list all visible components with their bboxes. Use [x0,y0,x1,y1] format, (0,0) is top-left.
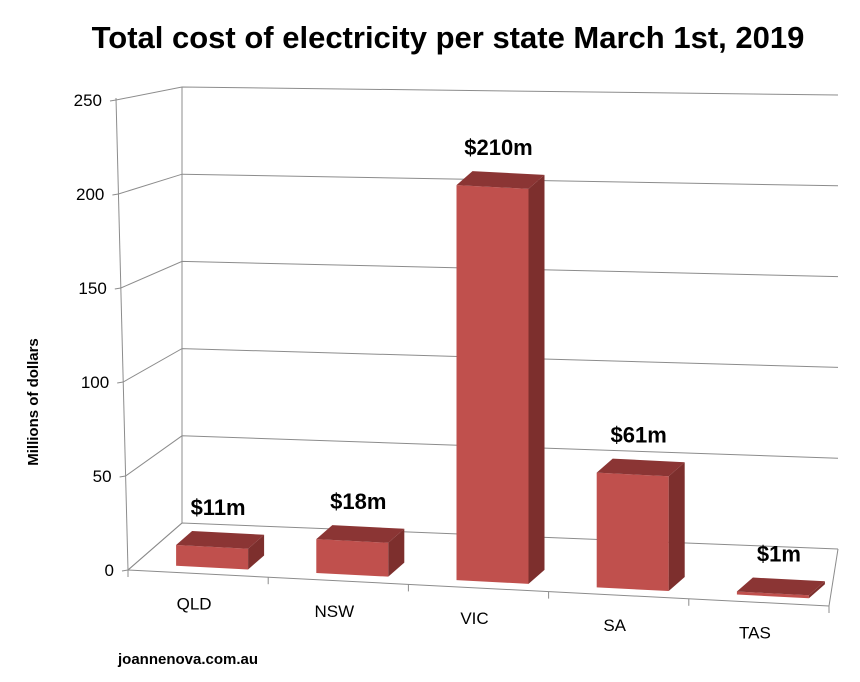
bar-top [596,458,685,477]
bar-qld [176,531,265,570]
bar-sa [596,458,685,592]
gridline [118,173,839,195]
bar-top [736,577,825,596]
bar-front [176,545,249,570]
bar-side [528,174,545,584]
y-tick-label: 150 [78,279,106,298]
bar-front [596,472,669,592]
bars [176,171,825,599]
bar-side [248,534,265,570]
category-label: TAS [739,623,771,642]
y-tick-mark [119,475,126,478]
y-tick-label: 0 [105,561,114,580]
gridline [120,260,839,289]
category-label: QLD [177,595,212,614]
y-tick-mark [121,569,129,572]
data-label: $61m [611,423,667,448]
bar-top [176,531,265,549]
y-tick-label: 100 [81,373,109,392]
category-label: SA [603,616,626,635]
y-tick-mark [109,99,117,102]
data-label: $18m [330,489,386,514]
floor-right-edge [828,548,839,607]
bar-front [736,591,809,599]
category-labels: QLD NSW VIC SA TAS [177,595,771,643]
bar-side [668,462,685,592]
y-tick-label: 50 [93,467,112,486]
gridline [125,435,839,477]
chart-title: Total cost of electricity per state Marc… [92,20,805,55]
bar-top [456,171,545,189]
bar-side [808,581,825,599]
bar-front [456,185,529,584]
y-axis-label: Millions of dollars [25,338,42,466]
y-tick-mark [114,287,121,290]
bar-front [316,539,389,577]
category-label: VIC [460,609,488,628]
bar-top [316,525,405,543]
y-tick-mark [117,381,124,384]
data-label: $210m [464,135,533,160]
bar-tas [736,577,825,599]
y-tick-mark [112,193,119,196]
y-tick-label: 200 [76,185,104,204]
y-axis-ticks: 0 50 100 150 200 250 [74,91,830,613]
data-labels: $11m $18m $210m $61m $1m [191,135,801,566]
bar-side [388,528,405,577]
gridline [122,348,839,383]
bar-vic [456,171,545,584]
x-axis-line [127,569,830,607]
gridlines [115,86,839,571]
y-axis-line [115,97,129,571]
y-tick-label: 250 [74,91,102,110]
data-label: $11m [191,495,246,520]
gridline [115,86,839,101]
category-label: NSW [314,602,354,621]
source-credit: joannenova.com.au [117,651,258,668]
bar-nsw [316,525,405,577]
data-label: $1m [757,542,801,567]
